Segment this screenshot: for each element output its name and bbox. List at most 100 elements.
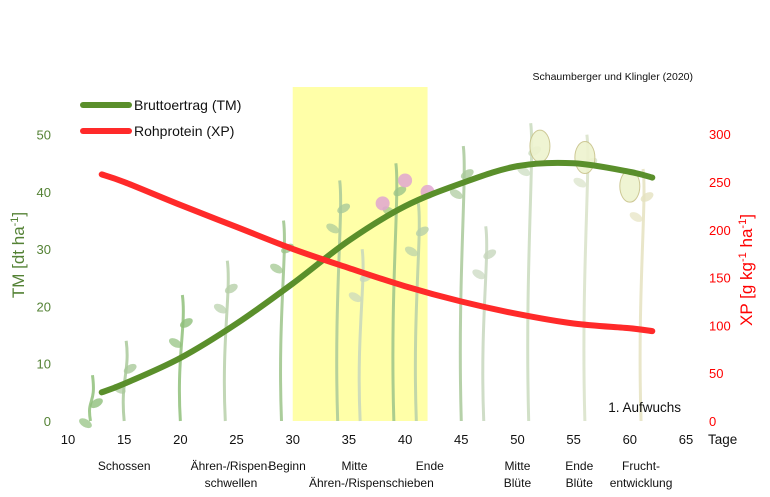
plant-leaf-1 — [123, 363, 137, 374]
stage-label-5: Ähren-/Rispenschieben — [309, 476, 434, 490]
x-axis: 10 15 20 25 30 35 40 45 50 55 60 65 — [61, 432, 693, 447]
right-tick-150: 150 — [709, 271, 731, 286]
left-y-axis: 0 10 20 30 40 50 — [37, 128, 51, 429]
right-axis-title-main: XP [g kg — [737, 262, 756, 326]
plant-stem-1 — [121, 340, 129, 422]
right-y-axis: 0 50 100 150 200 250 300 — [709, 127, 731, 429]
plant-stem-0 — [88, 374, 95, 422]
right-tick-0: 0 — [709, 414, 716, 429]
plant-stem-6 — [357, 248, 365, 422]
plant-stem-3 — [222, 260, 230, 422]
stage-label-0: Schossen — [98, 459, 151, 473]
right-tick-100: 100 — [709, 318, 731, 333]
x-tick-60: 60 — [623, 432, 637, 447]
stage-label-4: Ende — [416, 459, 444, 473]
stage-label-8-line-0: Frucht- — [622, 459, 660, 473]
right-axis-title-end: ] — [737, 214, 756, 219]
plant-leaf-0 — [90, 398, 103, 409]
stage-label-5-line-1: Ähren-/Rispenschieben — [309, 476, 434, 490]
stage-label-7-line-1: Blüte — [566, 476, 594, 490]
plant-leaf-b-6 — [348, 292, 362, 303]
seed-head-0 — [529, 129, 551, 163]
clover-flower-1 — [398, 173, 413, 188]
plant-leaf-b-2 — [168, 338, 182, 348]
stage-label-2: Beginn — [268, 459, 305, 473]
x-tick-30: 30 — [285, 432, 299, 447]
stage-label-2-line-0: Beginn — [268, 459, 305, 473]
plant-leaf-10 — [483, 249, 497, 260]
stage-label-6: Mitte Blüte — [504, 459, 532, 490]
x-tick-65: 65 — [679, 432, 693, 447]
plant-leaf-13 — [640, 192, 654, 202]
x-tick-35: 35 — [342, 432, 356, 447]
right-tick-200: 200 — [709, 223, 731, 238]
legend-label-0: Bruttoertrag (TM) — [134, 97, 241, 113]
x-tick-50: 50 — [510, 432, 524, 447]
left-tick-0: 0 — [44, 414, 51, 429]
right-axis-title-mid: ha — [737, 228, 756, 252]
stage-label-3: Mitte — [342, 459, 368, 473]
stage-label-1-line-0: Ähren-/Rispen- — [191, 459, 272, 473]
left-tick-50: 50 — [37, 128, 51, 143]
right-tick-50: 50 — [709, 366, 723, 381]
stage-label-6-line-1: Blüte — [504, 476, 532, 490]
left-tick-20: 20 — [37, 299, 51, 314]
stage-label-1-line-1: schwellen — [205, 476, 258, 490]
legend-label-1: Rohprotein (XP) — [134, 123, 234, 139]
left-tick-30: 30 — [37, 242, 51, 257]
legend: Bruttoertrag (TM) Rohprotein (XP) — [80, 97, 241, 139]
right-tick-250: 250 — [709, 175, 731, 190]
x-unit-label: Tage — [708, 432, 737, 447]
x-tick-10: 10 — [61, 432, 75, 447]
plant-leaf-b-11 — [517, 166, 531, 177]
left-axis-title: TM [dt ha-1] — [9, 212, 28, 298]
plant-leaf-3 — [224, 283, 238, 294]
series-line-0 — [98, 159, 656, 396]
plant-stem-10 — [481, 226, 489, 422]
plant-leaf-b-9 — [449, 189, 463, 200]
plant-leaf-9 — [460, 169, 474, 180]
x-tick-40: 40 — [398, 432, 412, 447]
stage-label-6-line-0: Mitte — [504, 459, 530, 473]
right-tick-300: 300 — [709, 127, 731, 142]
stage-label-3-line-0: Mitte — [342, 459, 368, 473]
plant-leaf-8 — [415, 226, 429, 237]
plant-leaf-b-12 — [573, 177, 587, 188]
plant-stem-7 — [391, 163, 399, 422]
stage-label-1: Ähren-/Rispen-schwellen — [191, 459, 272, 490]
stage-label-0-line-0: Schossen — [98, 459, 151, 473]
plant-leaf-b-0 — [79, 418, 92, 429]
stage-label-8-line-1: entwicklung — [610, 476, 673, 490]
plant-leaf-b-5 — [326, 223, 340, 234]
clover-flower-0 — [375, 196, 390, 211]
plant-leaf-b-13 — [629, 212, 643, 222]
plant-leaf-5 — [337, 203, 351, 214]
stage-label-7: Ende Blüte — [565, 459, 593, 490]
plant-stem-11 — [526, 122, 534, 422]
source-note: Schaumberger und Klingler (2020) — [532, 71, 693, 83]
plant-leaf-b-4 — [270, 263, 283, 274]
stage-label-8: Frucht-entwicklung — [610, 459, 673, 490]
x-tick-20: 20 — [173, 432, 187, 447]
right-axis-title: XP [g kg-1 ha-1] — [737, 214, 756, 326]
left-tick-40: 40 — [37, 185, 51, 200]
x-tick-15: 15 — [117, 432, 131, 447]
seed-head-1 — [574, 141, 596, 175]
series-lines — [98, 159, 656, 396]
left-axis-title-main: TM [dt ha — [9, 226, 28, 298]
plant-leaf-7 — [393, 186, 407, 197]
plant-stem-13 — [638, 168, 646, 422]
plant-stem-12 — [582, 134, 590, 422]
x-tick-55: 55 — [566, 432, 580, 447]
plant-leaf-b-3 — [213, 303, 227, 314]
stage-label-4-line-0: Ende — [416, 459, 444, 473]
plant-stem-8 — [413, 203, 421, 422]
right-axis-title-sup2: -1 — [737, 219, 749, 229]
right-axis-title-sup: -1 — [737, 252, 749, 262]
aufwuchs-label: 1. Aufwuchs — [608, 400, 681, 415]
left-axis-title-end: ] — [9, 212, 28, 217]
left-axis-title-sup: -1 — [9, 217, 21, 227]
plant-leaf-2 — [179, 318, 193, 328]
